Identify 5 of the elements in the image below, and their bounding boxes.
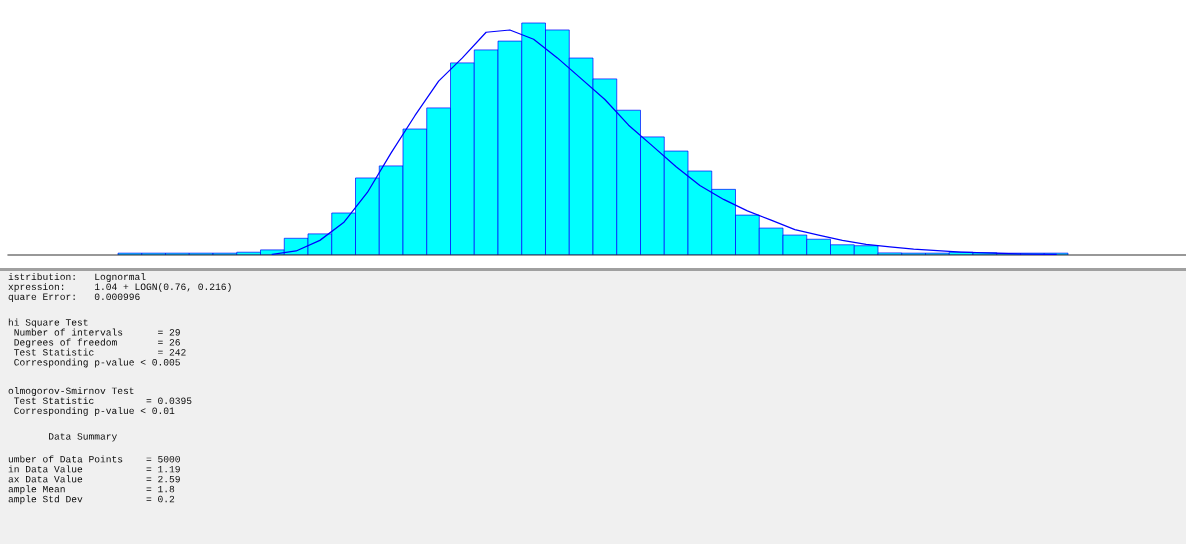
- text: istribution: Lognormal xpression: 1.04 + LOGN(0.76, 0.216) quare Error: 0.000996: [8, 273, 231, 302]
- text: Data Summary: [49, 433, 117, 442]
- text: umber of Data Points = 5000 in Data Value = 1.19 ax Data Value = 2.59 ample Mean = 1.8 ample Std Dev = 0.2: [8, 455, 180, 505]
- text: olmogorov-Smirnov Test Test Statistic = 0.0395 Corresponding p-value < 0.01: [8, 387, 192, 416]
- text: hi Square Test Number of intervals = 29 Degrees of freedom = 26 Test Statistic = 242 Corresponding p-value < 0.005: [8, 318, 186, 368]
